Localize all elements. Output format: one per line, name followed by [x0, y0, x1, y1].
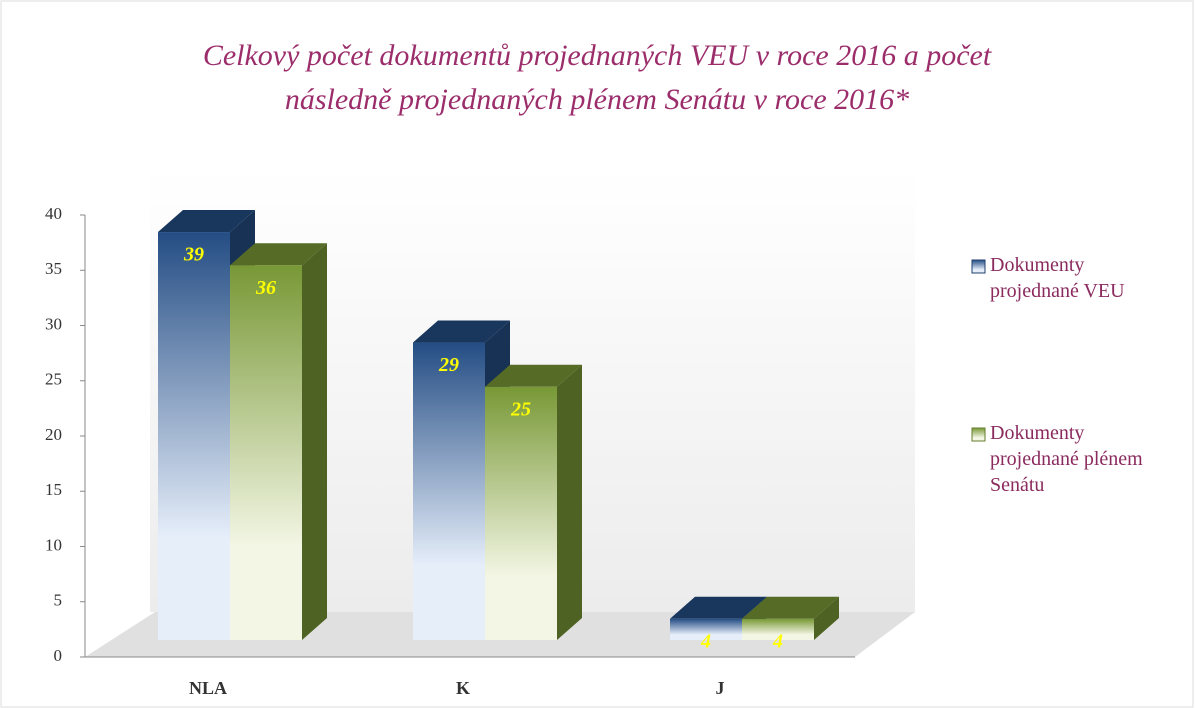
chart-title: následně projednaných plénem Senátu v ro… [285, 83, 909, 116]
bar-top [485, 364, 582, 387]
bar-top [413, 320, 510, 343]
value-label: 29 [438, 354, 459, 376]
value-label: 4 [700, 630, 711, 652]
x-tick-label: J [716, 678, 725, 698]
y-tick-label: 5 [54, 591, 63, 610]
chart-title: Celkový počet dokumentů projednaných VEU… [203, 39, 992, 72]
value-label: 39 [183, 244, 204, 266]
y-tick-label: 20 [45, 425, 62, 444]
bar-top [158, 210, 255, 233]
legend-label: Dokumenty projednané plénem Senátu [990, 422, 1143, 496]
y-tick-label: 35 [45, 259, 62, 278]
value-label: 36 [255, 277, 276, 299]
legend-swatch [971, 259, 986, 274]
legend-swatch [971, 427, 986, 442]
bar [485, 386, 557, 640]
value-label: 25 [510, 398, 531, 420]
y-tick-label: 10 [45, 535, 62, 554]
bar [670, 618, 742, 640]
x-tick-label: NLA [189, 678, 227, 698]
bar-side [557, 364, 582, 640]
bar [158, 232, 230, 641]
bar-top [742, 596, 839, 619]
bar-side [814, 596, 839, 640]
value-label: 4 [772, 630, 783, 652]
x-tick-label: K [456, 678, 470, 698]
bar [413, 342, 485, 640]
bar-top [230, 243, 327, 266]
y-tick-label: 40 [45, 204, 62, 223]
bar [742, 618, 814, 640]
bar [230, 265, 302, 640]
y-tick-label: 30 [45, 314, 62, 333]
legend-label: Dokumenty projednané VEU [990, 254, 1125, 302]
bar-side [302, 243, 327, 640]
y-tick-label: 0 [54, 646, 63, 665]
y-tick-label: 25 [45, 370, 62, 389]
bar-top [670, 596, 767, 619]
y-tick-label: 15 [45, 480, 62, 499]
